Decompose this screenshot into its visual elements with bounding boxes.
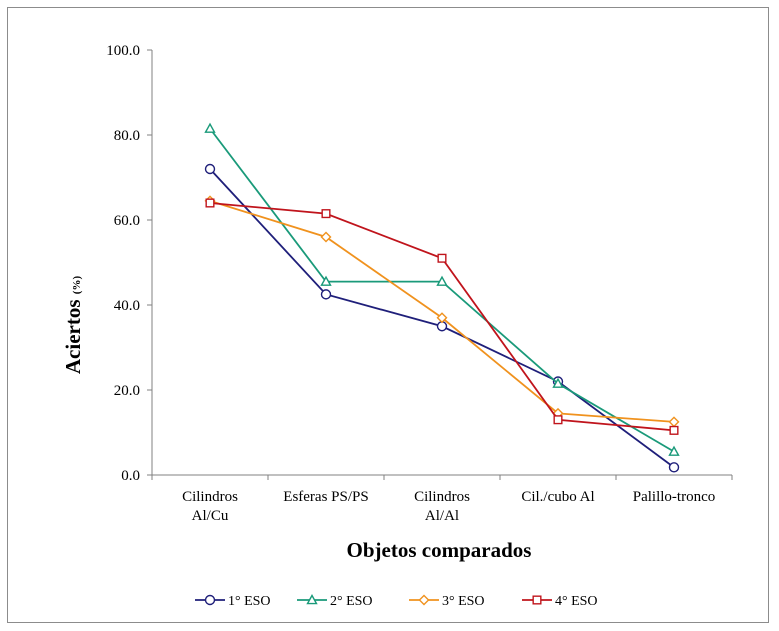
series-line — [209, 128, 675, 453]
series-3 — [204, 195, 680, 428]
chart-frame — [7, 7, 769, 623]
data-point — [552, 377, 564, 388]
data-point — [436, 312, 448, 324]
y-axis-label: Aciertos (%) — [61, 276, 85, 375]
data-point — [553, 415, 563, 425]
legend-marker — [418, 594, 430, 606]
legend-marker — [306, 594, 318, 605]
legend-entry: 1° ESO — [195, 594, 271, 609]
y-tick-label: 0.0 — [121, 468, 140, 484]
data-point — [437, 253, 447, 263]
legend-entry: 3° ESO — [409, 594, 485, 609]
axes — [151, 50, 732, 476]
y-tick-label: 80.0 — [114, 128, 140, 144]
y-axis-label-text: Aciertos — [61, 299, 85, 374]
x-axis-label: Objetos comparados — [347, 538, 532, 562]
y-tick-label: 20.0 — [114, 383, 140, 399]
legend-entry: 2° ESO — [297, 594, 373, 609]
data-point — [320, 275, 332, 286]
legend-entry: 4° ESO — [522, 594, 598, 609]
legend-marker — [532, 595, 542, 605]
x-tick-label: Esferas PS/PS — [283, 489, 368, 505]
y-axis-ticks: 0.0 20.0 40.0 60.0 80.0 100.0 — [106, 43, 152, 484]
x-tick-label: Palillo-tronco — [633, 489, 716, 505]
x-tick-label: Cil./cubo Al — [521, 489, 594, 505]
data-point — [204, 122, 216, 133]
x-tick-label-line: Cil./cubo Al — [521, 489, 594, 505]
legend-label: 4° ESO — [555, 594, 598, 609]
x-tick-label: Cilindros Al/Cu — [182, 489, 238, 524]
series-group — [204, 122, 680, 473]
x-tick-label-line: Al/Al — [425, 508, 459, 524]
legend-label: 2° ESO — [330, 594, 373, 609]
data-point — [668, 462, 680, 473]
data-point — [669, 425, 679, 435]
series-4 — [205, 198, 679, 435]
y-tick-label: 60.0 — [114, 213, 140, 229]
series-2 — [204, 122, 680, 456]
y-tick-label: 40.0 — [114, 298, 140, 314]
data-point — [668, 416, 680, 428]
data-point — [320, 289, 332, 300]
x-axis-ticks: Cilindros Al/Cu Esferas PS/PS Cilindros Al/A… — [151, 475, 733, 524]
data-point — [668, 445, 680, 456]
x-tick-label-line: Cilindros — [414, 489, 470, 505]
x-tick-label-line: Al/Cu — [192, 508, 229, 524]
legend-label: 1° ESO — [228, 594, 271, 609]
x-tick-label-line: Cilindros — [182, 489, 238, 505]
data-point — [320, 231, 332, 243]
data-point — [321, 209, 331, 219]
x-tick-label-line: Palillo-tronco — [633, 489, 716, 505]
data-point — [204, 163, 216, 175]
series-1 — [204, 163, 680, 473]
series-line — [209, 200, 675, 423]
data-point — [205, 198, 215, 208]
x-tick-label: Cilindros Al/Al — [414, 489, 470, 524]
y-axis-label-unit: (%) — [71, 276, 83, 295]
x-tick-label-line: Esferas PS/PS — [283, 489, 368, 505]
y-tick-label: 100.0 — [106, 43, 140, 59]
legend-label: 3° ESO — [442, 594, 485, 609]
legend-marker — [204, 594, 216, 606]
data-point — [436, 275, 448, 286]
legend: 1° ESO 2° ESO 3° ESO 4° ESO — [195, 594, 598, 609]
